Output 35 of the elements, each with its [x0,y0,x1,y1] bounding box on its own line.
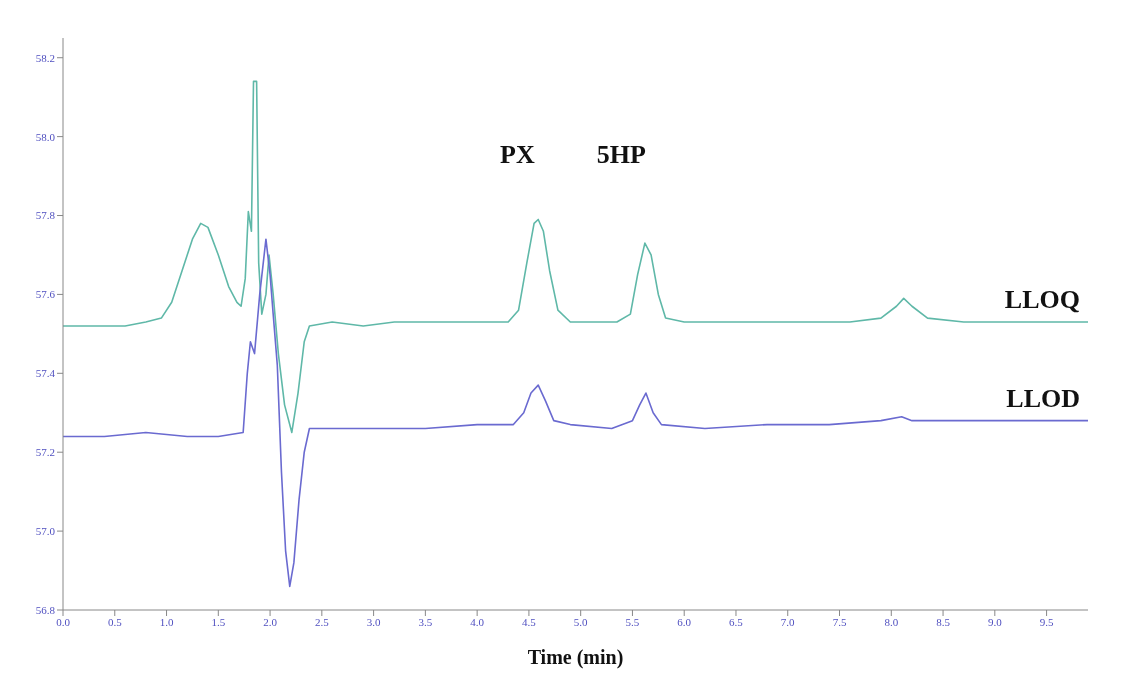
x-tick-label: 2.5 [314,615,330,628]
x-tick-label: 6.5 [729,615,744,628]
x-tick-label: 4.5 [522,615,537,628]
y-tick-label: 56.8 [35,603,56,616]
x-tick-label: 3.5 [418,615,433,628]
y-tick-label: 57.0 [35,525,56,538]
x-tick-label: 3.0 [366,615,381,628]
x-tick-label: 9.0 [987,615,1003,628]
y-tick-label: 57.4 [35,367,56,380]
x-tick-label: 7.0 [780,615,796,628]
x-tick-label: 5.0 [573,615,589,628]
annotation: 5HP [596,140,646,170]
line-series [63,238,1088,588]
y-tick-label: 58.2 [35,51,55,64]
x-tick-label: 6.0 [677,615,692,628]
x-tick-label: 4.0 [470,615,485,628]
series-label: LLOD [1006,383,1080,413]
x-tick-label: 0.5 [107,615,123,628]
annotation: PX [500,140,535,170]
x-tick-label: 9.5 [1039,615,1054,628]
series-label: LLOQ [1004,285,1080,315]
line-series [63,80,1088,434]
y-tick-label: 57.8 [35,209,56,222]
y-tick-label: 57.2 [35,446,55,459]
x-tick-label: 8.0 [884,615,899,628]
y-tick-label: 57.6 [35,288,56,301]
x-tick-label: 1.0 [159,615,174,628]
x-tick-label: 7.5 [832,615,847,628]
x-tick-label: 1.5 [211,615,226,628]
x-axis-title: Time (min) [527,646,624,669]
y-tick-label: 58.0 [35,130,56,143]
x-tick-label: 5.5 [625,615,640,628]
x-tick-label: 2.0 [263,615,278,628]
x-tick-label: 0.0 [56,615,71,628]
x-tick-label: 8.5 [936,615,951,628]
